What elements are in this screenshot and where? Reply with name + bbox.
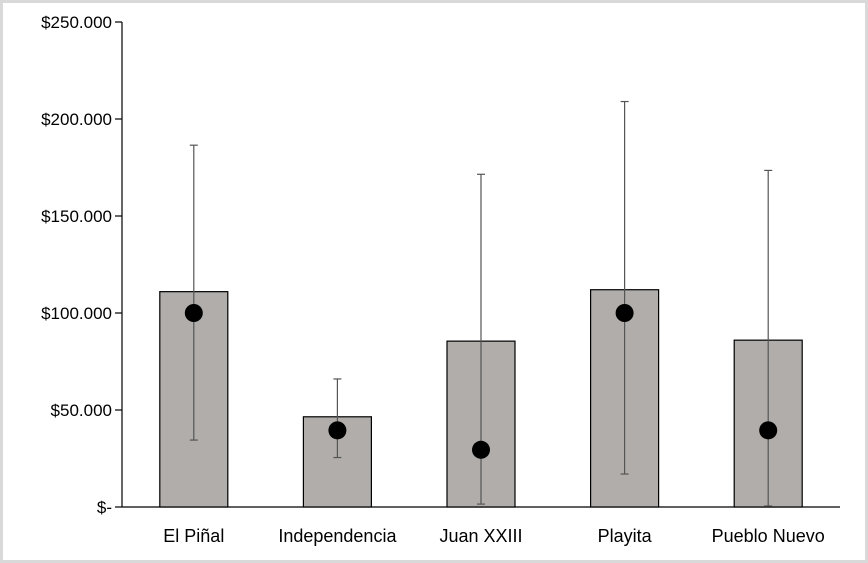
x-tick-label: Playita [598,526,653,546]
x-tick-label: Pueblo Nuevo [712,526,825,546]
x-tick-label: Independencia [278,526,397,546]
x-tick-label: Juan XXIII [439,526,522,546]
y-tick-label: $250.000 [41,13,112,32]
y-tick-label: $100.000 [41,304,112,323]
y-tick-label: $150.000 [41,207,112,226]
point-marker [759,421,778,440]
point-marker [184,304,203,322]
y-tick-label: $50.000 [51,401,112,420]
y-tick-label: $- [97,498,112,517]
point-marker [472,440,490,459]
y-tick-label: $200.000 [41,110,112,129]
y-axis: $- $50.000 $100.000 $150.000 $200.000 $250.00… [41,13,123,517]
x-tick-label: El Piñal [163,526,224,546]
x-axis: El Piñal Independencia Juan XXIII Playita Pu… [122,506,840,546]
point-marker [328,421,347,440]
markers [184,304,778,459]
point-marker [615,304,634,322]
